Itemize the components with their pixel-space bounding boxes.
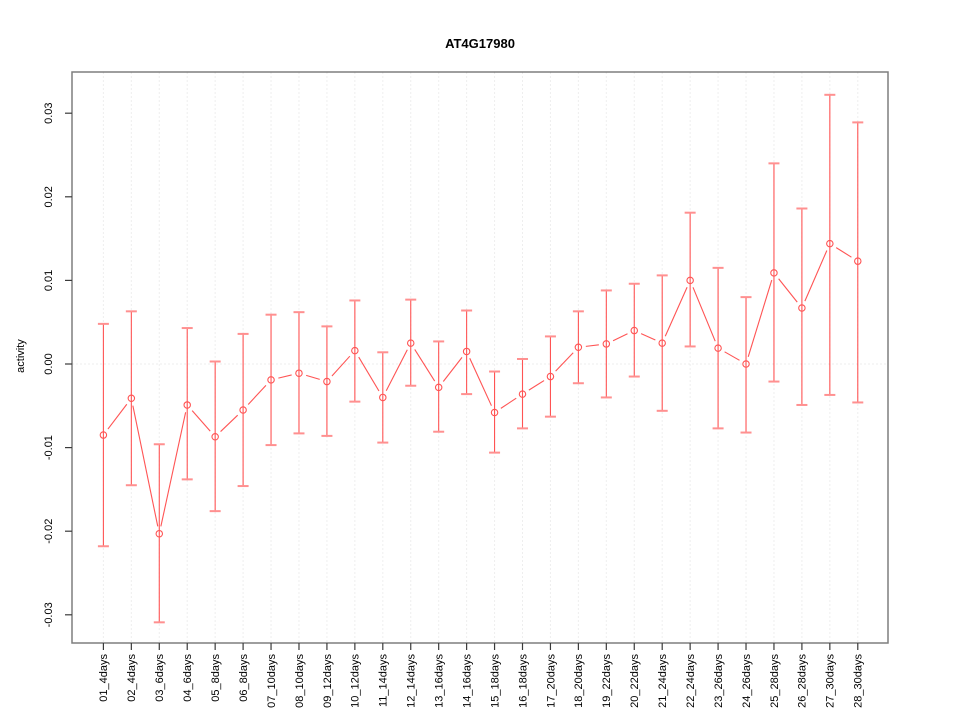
y-tick-label: -0.01: [43, 435, 55, 460]
data-point: [211, 432, 219, 441]
line-segment: [664, 287, 688, 337]
line-segment: [778, 278, 798, 303]
line-segment: [358, 356, 380, 392]
data-point: [239, 406, 247, 414]
line-segment: [724, 351, 740, 361]
x-tick-label: 23_26days: [713, 654, 725, 708]
x-tick-label: 17_20days: [545, 654, 557, 708]
data-point: [518, 390, 527, 398]
plot-frame: [71, 71, 889, 644]
y-tick-label: 0.00: [43, 353, 55, 374]
data-point: [183, 401, 191, 409]
y-tick-label: -0.02: [43, 519, 55, 544]
data-point: [854, 257, 862, 265]
line-segment: [640, 333, 656, 341]
line-segment: [804, 250, 828, 302]
x-tick-label: 09_12days: [322, 654, 334, 708]
data-point: [686, 276, 694, 285]
x-tick-label: 12_14days: [406, 654, 418, 708]
data-point: [379, 393, 387, 402]
x-tick-label: 08_10days: [294, 654, 306, 708]
x-tick-label: 28_30days: [853, 654, 865, 708]
line-segment: [331, 355, 351, 377]
x-tick-label: 05_8days: [210, 654, 222, 702]
data-point: [826, 239, 834, 248]
chart-title: AT4G17980: [445, 36, 515, 51]
x-tick-label: 26_28days: [797, 654, 809, 708]
data-point: [406, 339, 415, 347]
y-tick-label: 0.01: [43, 270, 55, 291]
line-segment: [528, 380, 545, 391]
x-tick-label: 07_10days: [266, 654, 278, 708]
line-segment: [585, 344, 599, 347]
line-segment: [835, 247, 852, 258]
x-tick-label: 22_24days: [685, 654, 697, 708]
data-point: [630, 326, 639, 335]
y-axis-label: activity: [15, 339, 27, 373]
x-tick-label: 19_22days: [601, 654, 613, 708]
line-segment: [220, 414, 239, 432]
y-tick-label: -0.03: [43, 602, 55, 627]
line-segment: [692, 287, 716, 342]
x-tick-label: 01_4days: [98, 654, 110, 702]
data-point: [434, 383, 443, 392]
line-segment: [555, 352, 574, 372]
data-point: [798, 304, 806, 312]
y-tick-label: 0.03: [43, 102, 55, 123]
data-point: [742, 360, 750, 368]
data-point: [351, 346, 359, 355]
data-point: [770, 269, 778, 277]
x-tick-label: 27_30days: [825, 654, 837, 708]
x-tick-label: 04_6days: [182, 654, 194, 702]
line-segment: [191, 410, 211, 432]
line-segment: [132, 405, 159, 527]
line-segment: [612, 333, 628, 342]
data-point: [574, 343, 583, 352]
data-point: [602, 340, 611, 348]
line-segment: [107, 403, 128, 430]
line-segment: [414, 349, 436, 382]
line-segment: [500, 397, 517, 409]
x-tick-label: 06_8days: [238, 654, 250, 702]
data-point: [714, 344, 722, 352]
x-tick-label: 15_18days: [489, 654, 501, 708]
data-point: [155, 529, 164, 538]
x-tick-label: 24_26days: [741, 654, 753, 708]
data-point: [546, 372, 555, 381]
line-segment: [747, 279, 773, 357]
line-segment: [385, 349, 408, 392]
x-tick-label: 21_24days: [657, 654, 669, 708]
x-tick-label: 25_28days: [769, 654, 781, 708]
x-tick-label: 20_22days: [629, 654, 641, 708]
x-tick-label: 02_4days: [126, 654, 138, 702]
x-tick-label: 11_14days: [378, 654, 390, 708]
line-segment: [160, 412, 187, 527]
data-point: [99, 431, 108, 439]
data-point: [127, 394, 136, 403]
data-point: [267, 376, 275, 384]
data-point: [490, 408, 499, 417]
line-segment: [278, 374, 292, 379]
line-segment: [442, 357, 463, 382]
data-point: [658, 339, 666, 347]
x-tick-label: 14_16days: [461, 654, 473, 708]
x-tick-label: 10_12days: [350, 654, 362, 708]
y-tick-label: 0.02: [43, 186, 55, 207]
x-tick-label: 13_16days: [434, 654, 446, 708]
x-tick-label: 03_6days: [154, 654, 166, 702]
x-tick-label: 18_20days: [573, 654, 585, 708]
data-point: [323, 377, 331, 386]
data-point: [462, 347, 471, 356]
x-tick-label: 16_18days: [517, 654, 529, 708]
line-segment: [306, 374, 320, 380]
line-segment: [469, 358, 492, 406]
line-segment: [247, 385, 267, 405]
data-point: [295, 369, 303, 377]
